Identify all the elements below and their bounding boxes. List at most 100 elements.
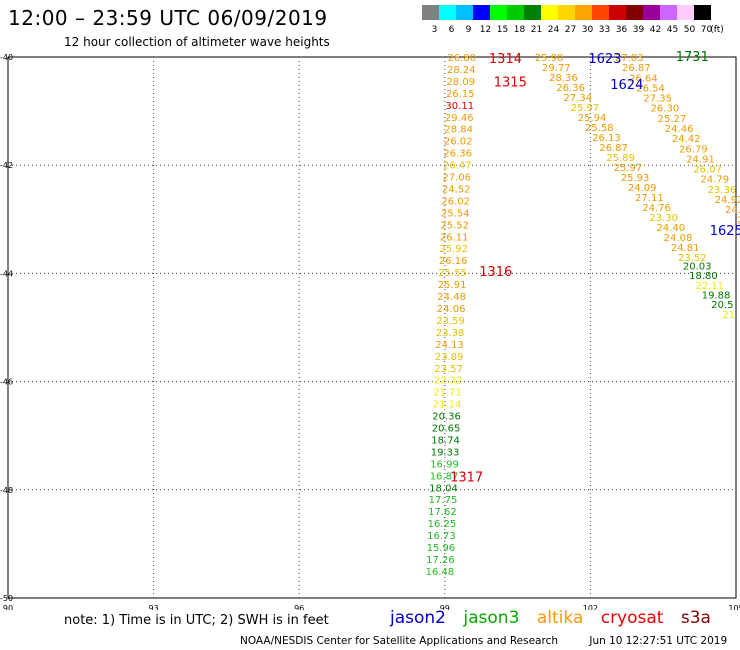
wave-height-value: 27.11: [635, 193, 664, 204]
lon-tick-label: 99: [440, 604, 450, 610]
wave-height-value: 26.16: [439, 256, 468, 267]
wave-height-value: 21.14: [433, 400, 462, 411]
wave-height-value: 26.11: [440, 232, 469, 243]
colorbar-swatch-12: [473, 5, 490, 20]
wave-height-value: 16.25: [428, 519, 457, 530]
colorbar-label-30: 30: [582, 25, 594, 35]
wave-height-value: 18.74: [431, 435, 460, 446]
colorbar-swatch-6: [439, 5, 456, 20]
wave-height-value: 24.09: [628, 183, 657, 194]
colorbar-swatch-42: [643, 5, 660, 20]
wave-height-value: 24.46: [665, 124, 694, 135]
wave-height-value: 18.04: [429, 483, 458, 494]
wave-height-value: 27.34: [563, 93, 592, 104]
pass-time-label: 1623: [588, 52, 621, 67]
wave-height-value: 26.54: [636, 83, 665, 94]
wave-height-value: 24.48: [437, 292, 466, 303]
colorbar-label-12: 12: [480, 25, 491, 35]
wave-height-value: 26.36: [556, 83, 585, 94]
colorbar-swatch-9: [456, 5, 473, 20]
pass-time-label: 1624: [610, 78, 643, 93]
wave-height-value: 19.88: [702, 290, 731, 301]
colorbar-swatch-15: [490, 5, 507, 20]
wave-height-value: 20.5: [711, 300, 733, 311]
colorbar-label-45: 45: [667, 25, 678, 35]
wave-height-value: 18.80: [689, 271, 718, 282]
wave-height-value: 20.03: [683, 261, 712, 272]
wave-height-value: 26.07: [693, 165, 722, 176]
satellite-legend-s3a: s3a: [680, 608, 711, 628]
wave-height-value: 25.55: [438, 268, 467, 279]
wave-height-value: 24.81: [671, 243, 700, 254]
wave-height-value: 26.30: [651, 104, 680, 115]
wave-height-value: 27.35: [643, 94, 672, 105]
wave-height-value: 24.79: [700, 175, 729, 186]
wave-height-value: 24.40: [657, 223, 686, 234]
colorbar-swatch-50: [677, 5, 694, 20]
footer-timestamp: Jun 10 12:27:51 UTC 2019: [589, 635, 728, 647]
wave-height-value: 23.59: [436, 316, 465, 327]
wave-height-colorbar: 3 6 9 12 15 18 21 24 27 30 33 36 39 42 45 50 70(ft): [422, 5, 724, 35]
pass-time-label: 1316: [479, 265, 512, 280]
wave-height-value: 24.13: [435, 340, 464, 351]
wave-height-value: 29.77: [542, 63, 571, 74]
wave-height-value: 17.26: [426, 555, 455, 566]
wave-height-value: 21: [722, 310, 735, 321]
wave-height-value: 16.87: [430, 471, 459, 482]
wave-height-value: 28.24: [447, 65, 476, 76]
wave-height-value: 24.08: [664, 233, 693, 244]
satellite-legend-cryosat: cryosat: [600, 608, 664, 628]
wave-height-value: 25.90: [535, 53, 564, 64]
colorbar-swatch-70: [694, 5, 711, 20]
wave-height-value: 26.79: [679, 144, 708, 155]
footer-agency: NOAA/NESDIS Center for Satellite Applica…: [240, 635, 558, 647]
lat-tick-label: -48: [0, 486, 13, 495]
page-title: 12:00 – 23:59 UTC 06/09/2019: [8, 6, 328, 30]
lon-tick-label: 105: [728, 604, 740, 610]
wave-height-value: 23.57: [434, 364, 463, 375]
colorbar-label-50: 50: [684, 25, 696, 35]
wave-height-value: 24.06: [437, 304, 466, 315]
colorbar-swatch-30: [575, 5, 592, 20]
wave-height-value: 22.11: [695, 281, 724, 292]
wave-height-value: 25.89: [606, 153, 635, 164]
colorbar-label-9: 9: [466, 25, 472, 35]
wave-height-value: 25.97: [571, 103, 600, 114]
page-subtitle: 12 hour collection of altimeter wave hei…: [64, 35, 330, 49]
colorbar-label-36: 36: [616, 25, 628, 35]
colorbar-swatch-45: [660, 5, 677, 20]
pass-time-label: 1317: [450, 470, 483, 485]
wave-height-value: 24.92: [715, 195, 740, 206]
wave-height-value: 25.91: [438, 280, 467, 291]
wave-height-value: 25.27: [658, 114, 687, 125]
colorbar-label-70: 70: [701, 25, 713, 35]
wave-height-value: 24.76: [642, 203, 671, 214]
satellite-legend: jason2 jason3 altika cryosat s3a: [390, 608, 723, 628]
lon-tick-label: 93: [149, 604, 159, 610]
colorbar-label-39: 39: [633, 25, 645, 35]
colorbar-unit: (ft): [710, 25, 724, 35]
wave-height-value: 24.42: [672, 134, 701, 145]
wave-height-value: 28.84: [444, 125, 473, 136]
wave-height-value: 16.73: [427, 531, 456, 542]
lat-tick-label: -42: [0, 161, 13, 170]
lon-tick-label: 90: [3, 604, 13, 610]
colorbar-swatch-24: [541, 5, 558, 20]
wave-height-value: 26.13: [592, 133, 621, 144]
colorbar-label-27: 27: [565, 25, 576, 35]
lat-tick-label: -40: [0, 53, 13, 62]
wave-height-value: 24: [737, 215, 740, 226]
wave-height-value: 25.52: [440, 220, 469, 231]
wave-height-value: 30.11: [445, 101, 474, 112]
wave-height-value: 23.30: [649, 213, 678, 224]
pass-time-label: 1731: [676, 50, 709, 65]
colorbar-label-33: 33: [599, 25, 610, 35]
colorbar-label-21: 21: [531, 25, 542, 35]
wave-height-value: 20.65: [432, 424, 461, 435]
colorbar-label-15: 15: [497, 25, 508, 35]
wave-height-value: 28.36: [549, 73, 578, 84]
wave-height-value: 26.15: [446, 89, 475, 100]
satellite-legend-altika: altika: [536, 608, 584, 628]
colorbar-swatch-39: [626, 5, 643, 20]
satellite-legend-jason2: jason2: [390, 608, 446, 628]
